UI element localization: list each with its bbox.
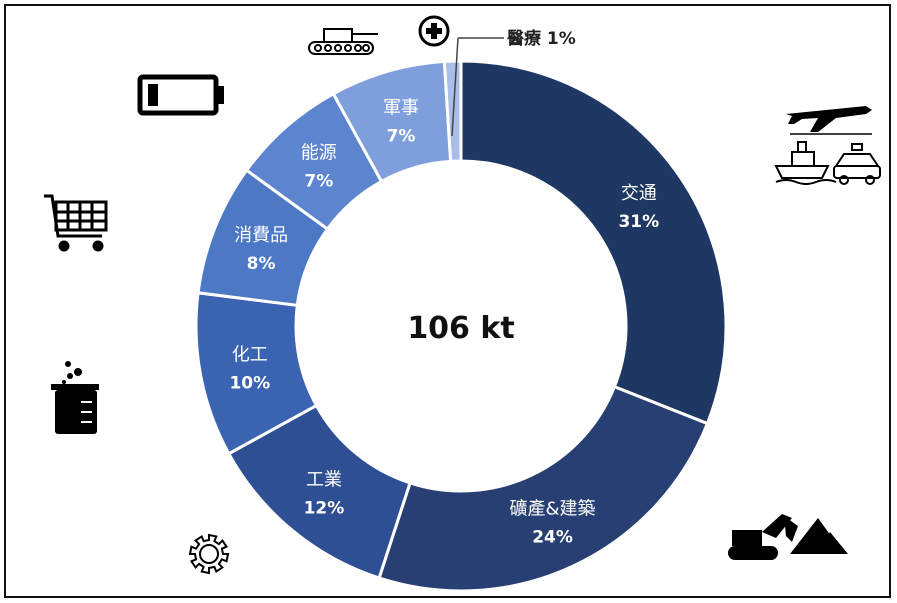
ship-icon	[774, 141, 837, 185]
callout-leader-line	[451, 37, 459, 137]
slice-1	[377, 384, 710, 593]
slice-label-1: 礦產&建築	[510, 499, 596, 520]
shopping-cart-icon	[44, 194, 108, 252]
transport-icon	[774, 106, 881, 185]
slice-percent-6: 7%	[387, 127, 416, 147]
slice-percent-4: 8%	[247, 254, 276, 274]
mining-construction-icon	[728, 514, 848, 560]
slice-percent-1: 24%	[532, 528, 573, 548]
slice-percent-5: 7%	[304, 172, 333, 192]
gear-icon	[188, 533, 230, 575]
donut-chart: 交通 31% 礦產&建築 24% 工業 12% 化工 10% 消費品 8% 能源 7% 軍事 7% 醫療 …	[44, 15, 881, 593]
medical-cross-icon	[418, 15, 450, 47]
car-icon	[833, 143, 881, 185]
center-total-label: 106 kt	[407, 311, 514, 346]
slice-label-2: 工業	[306, 470, 342, 491]
callout-label: 醫療 1%	[507, 28, 576, 49]
slice-label-5: 能源	[301, 143, 337, 164]
battery-icon	[137, 74, 224, 116]
slice-label-0: 交通	[621, 183, 657, 204]
slice-percent-2: 12%	[304, 499, 345, 519]
slice-label-4: 消費品	[234, 225, 288, 246]
slice-percent-3: 10%	[229, 373, 270, 393]
beaker-icon	[51, 361, 99, 434]
slice-7	[442, 59, 463, 163]
slice-label-3: 化工	[232, 344, 268, 365]
chart-frame: 交通 31% 礦產&建築 24% 工業 12% 化工 10% 消費品 8% 能源 7% 軍事 7% 醫療 …	[4, 4, 891, 598]
slice-label-6: 軍事	[383, 98, 419, 119]
slice-0	[459, 59, 728, 426]
slice-percent-0: 31%	[618, 212, 659, 232]
tank-icon	[308, 28, 378, 55]
plane-icon	[786, 106, 872, 132]
